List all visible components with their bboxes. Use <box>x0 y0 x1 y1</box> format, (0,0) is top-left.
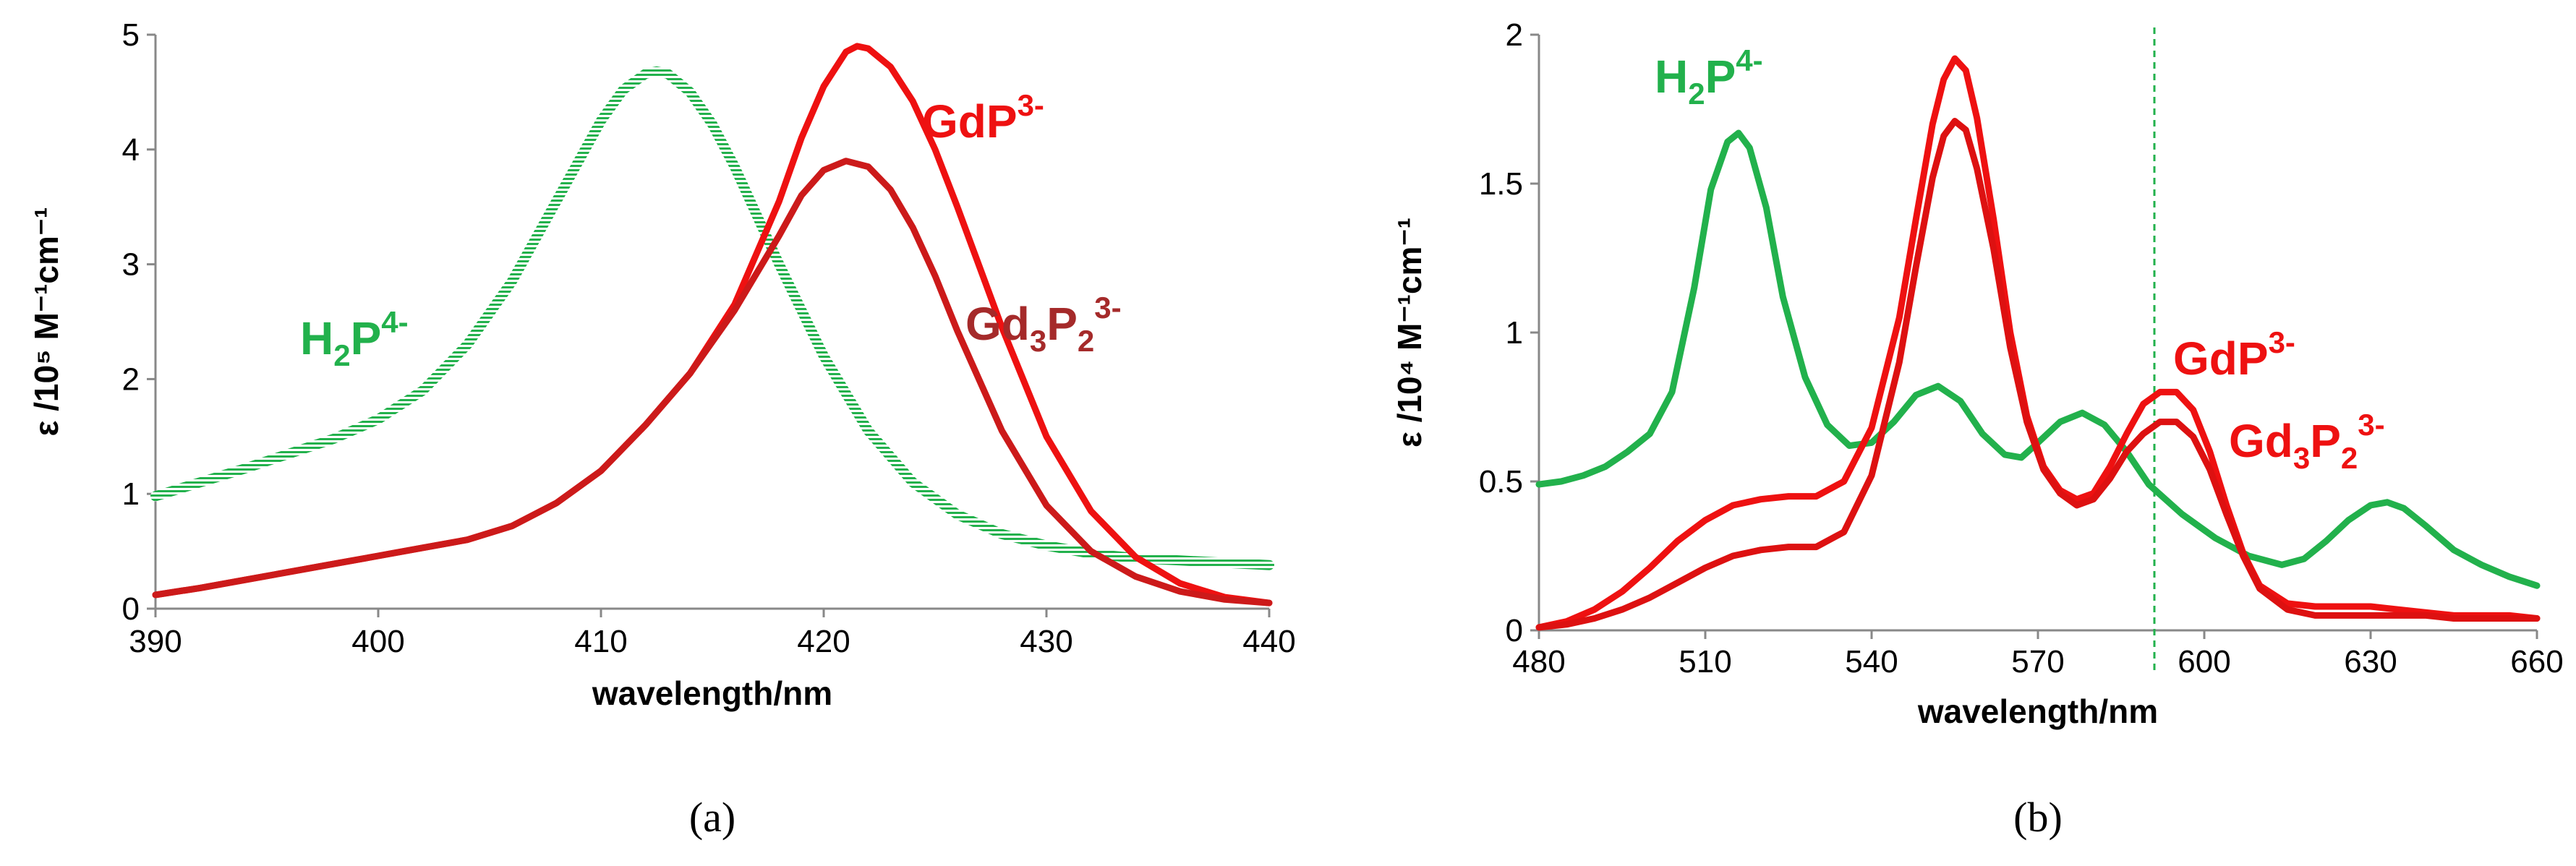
y-tick-label: 3 <box>122 247 140 283</box>
x-tick-label: 510 <box>1679 644 1731 679</box>
y-tick-label: 1 <box>1506 315 1523 351</box>
y-tick-label: 1 <box>122 476 140 512</box>
x-tick-label: 600 <box>2178 644 2230 679</box>
x-tick-label: 430 <box>1020 624 1072 659</box>
x-tick-label: 440 <box>1242 624 1295 659</box>
x-tick-label: 410 <box>574 624 627 659</box>
x-tick-label: 570 <box>2011 644 2064 679</box>
x-tick-label: 630 <box>2344 644 2397 679</box>
chart-panel-a: 390 400 410 420 430 440 0 1 2 3 4 5 wavelength/nm ε /… <box>27 17 1296 841</box>
series-line-h2p4- <box>1535 129 2541 589</box>
panel-label: (a) <box>689 794 735 841</box>
y-tick-label: 0.5 <box>1479 464 1523 500</box>
series-line-gd3p2-3- <box>152 158 1273 606</box>
y-axis-title: ε /10⁵ M⁻¹cm⁻¹ <box>27 207 65 437</box>
y-tick-label: 0 <box>1506 613 1523 648</box>
series-annotation-gdp: GdP3- <box>2173 325 2295 385</box>
y-tick-label: 2 <box>122 361 140 397</box>
chart-panel-b: 480 510 540 570 600 630 660 0 0.5 1 1.5 2 wavelength… <box>1391 17 2564 841</box>
x-tick-label: 400 <box>351 624 404 659</box>
series-line-gd3p2-3- <box>1535 118 2541 631</box>
series-annotation-h2p: H2P4- <box>300 305 409 372</box>
y-tick-label: 1.5 <box>1479 166 1523 202</box>
series-annotation-gdp: GdP3- <box>922 88 1044 147</box>
x-tick-label: 390 <box>129 624 182 659</box>
x-axis-title: wavelength/nm <box>1917 693 2158 730</box>
series-line-h2p4- <box>150 66 1274 570</box>
y-tick-label: 4 <box>122 132 140 168</box>
x-tick-label: 540 <box>1845 644 1898 679</box>
y-tick-label: 5 <box>122 17 140 53</box>
series-annotation-gd3p2: Gd3P23- <box>965 291 1122 358</box>
x-axis-title: wavelength/nm <box>592 674 832 712</box>
panel-label: (b) <box>2013 794 2063 841</box>
y-tick-label: 0 <box>122 591 140 627</box>
y-tick-label: 2 <box>1506 17 1523 53</box>
series-annotation-h2p: H2P4- <box>1655 43 1763 111</box>
x-tick-label: 660 <box>2510 644 2563 679</box>
series-line-gdp3- <box>1535 55 2541 631</box>
x-tick-label: 420 <box>797 624 850 659</box>
x-tick-label: 480 <box>1512 644 1565 679</box>
series-annotation-gd3p2: Gd3P23- <box>2229 408 2385 475</box>
y-axis-title: ε /10⁴ M⁻¹cm⁻¹ <box>1391 218 1428 447</box>
